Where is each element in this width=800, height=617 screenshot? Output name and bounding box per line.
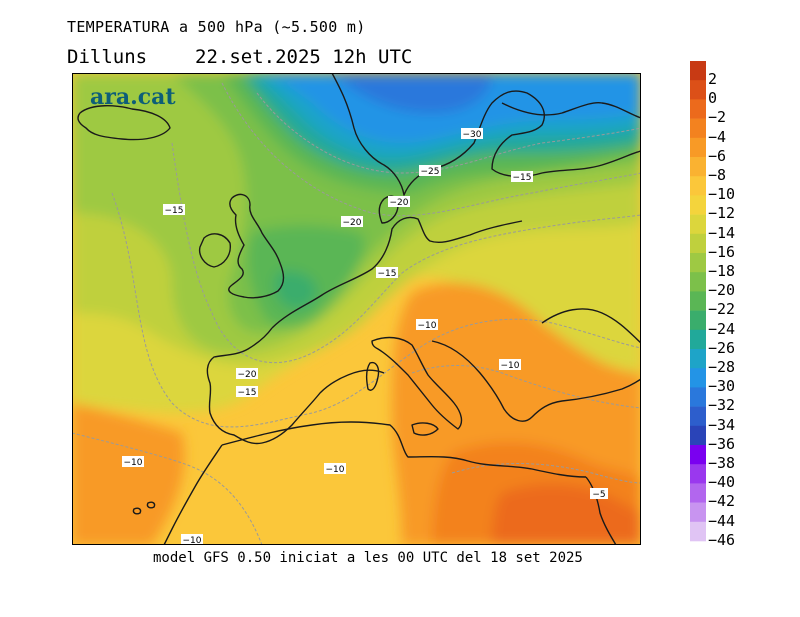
legend-swatch [690, 464, 706, 484]
isotherm-label: −10 [418, 321, 437, 331]
legend-label: −26 [708, 338, 736, 357]
legend-label: −42 [708, 492, 736, 511]
forecast-date-line: Dilluns 22.set.2025 12h UTC [67, 46, 412, 68]
map-frame [72, 73, 641, 545]
isotherm-label: −30 [463, 130, 482, 140]
legend-swatch [690, 99, 706, 119]
legend-label: −30 [708, 377, 736, 396]
isotherm-label: −25 [421, 167, 440, 177]
legend-label: −10 [708, 185, 736, 204]
legend-swatch [690, 195, 706, 215]
temperature-map: −30 −25 −20 −15 −20 −15 −15 −10 −20 −15 … [72, 73, 641, 545]
isotherm-label: −5 [592, 490, 605, 500]
legend-swatch [690, 502, 706, 523]
legend-label: −32 [708, 396, 736, 415]
isotherm-label: −10 [501, 361, 520, 371]
legend-label: −36 [708, 434, 736, 453]
legend-swatch [690, 61, 706, 81]
isotherm-label: −20 [390, 198, 409, 208]
legend-swatch [690, 349, 706, 369]
legend-swatch [690, 329, 706, 350]
legend-label: −4 [708, 127, 727, 146]
legend-label: −40 [708, 473, 736, 492]
color-scale-legend: 2 0 −2 −4 −6 −8 −10 −12 −14 −16 −18 −20 −22 −24 −26 −28… [690, 61, 800, 561]
ara-cat-logo: ara.cat [90, 84, 176, 110]
legend-swatch [690, 137, 706, 158]
legend-label: −34 [708, 415, 736, 434]
legend-swatch [690, 157, 706, 177]
legend-swatch [690, 176, 706, 196]
weekday-label: Dilluns [67, 46, 148, 68]
legend-label: −16 [708, 242, 736, 261]
legend-label: −44 [708, 511, 736, 530]
isotherm-labels: −30 −25 −20 −15 −20 −15 −15 −10 −20 −15 … [122, 128, 608, 545]
legend-swatch [690, 445, 706, 465]
legend-swatch [690, 214, 706, 235]
legend-swatch [690, 387, 706, 407]
isotherm-label: −15 [238, 388, 257, 398]
legend-label: −8 [708, 166, 727, 184]
legend-label: −22 [708, 300, 736, 319]
legend-swatch [690, 521, 706, 542]
legend-label: −6 [708, 146, 727, 165]
legend-swatch [690, 80, 706, 100]
isotherm-label: −20 [238, 370, 257, 380]
isotherm-label: −15 [513, 173, 532, 183]
legend-label: −12 [708, 204, 736, 223]
isotherm-label: −10 [326, 465, 345, 475]
isotherm-contours [72, 82, 641, 545]
legend-label: −38 [708, 454, 736, 472]
legend-label: −14 [708, 223, 736, 242]
legend-label: −2 [708, 108, 727, 127]
legend-label: −20 [708, 281, 736, 300]
legend-label: −28 [708, 358, 736, 376]
legend-label: 2 [708, 70, 718, 88]
legend-swatch [690, 406, 706, 427]
legend-swatch [690, 425, 706, 446]
legend-swatch [690, 483, 706, 503]
legend-swatch [690, 368, 706, 388]
isotherm-label: −15 [378, 269, 397, 279]
legend-label: 0 [708, 89, 718, 108]
model-info: model GFS 0.50 iniciat a les 00 UTC del … [153, 550, 583, 566]
legend-label: −46 [708, 530, 736, 549]
chart-title: TEMPERATURA a 500 hPa (~5.500 m) [67, 18, 366, 36]
isotherm-label: −10 [183, 536, 202, 545]
legend-label: −18 [708, 262, 736, 280]
isotherm-label: −10 [124, 458, 143, 468]
legend-swatch [690, 253, 706, 273]
legend-swatch [690, 233, 706, 254]
color-scale-bar [690, 61, 706, 542]
legend-swatch [690, 310, 706, 331]
legend-label: −24 [708, 319, 736, 338]
legend-swatch [690, 272, 706, 292]
datetime-label: 22.set.2025 12h UTC [195, 46, 413, 68]
isotherm-label: −20 [343, 218, 362, 228]
isotherm-label: −15 [165, 206, 184, 216]
legend-swatch [690, 118, 706, 139]
coastlines [77, 73, 641, 545]
legend-swatch [690, 291, 706, 311]
